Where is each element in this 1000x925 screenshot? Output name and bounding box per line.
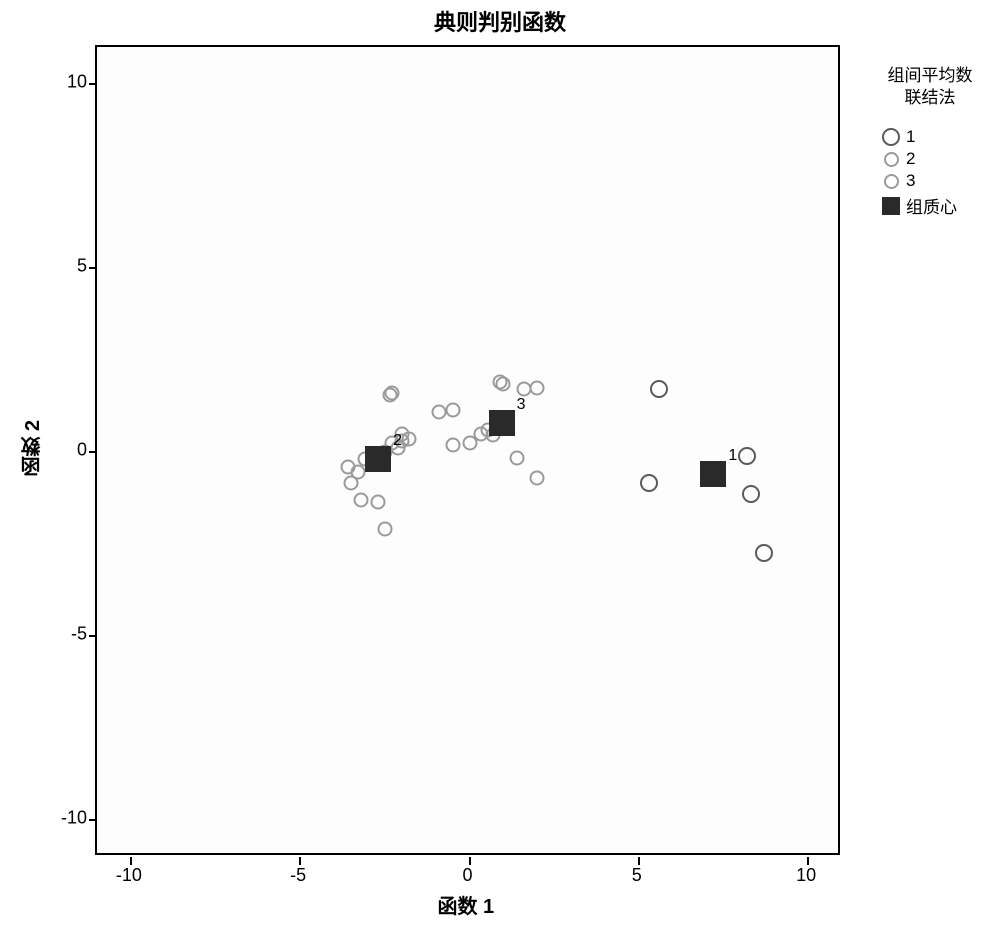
scatter-point-group3	[509, 450, 524, 465]
x-tick-mark	[469, 857, 471, 865]
scatter-point-group2	[377, 522, 392, 537]
square-icon	[882, 197, 900, 215]
legend-items: 123组质心	[870, 127, 990, 218]
legend-title-line2: 联结法	[870, 87, 990, 109]
legend-item: 1	[870, 127, 990, 147]
legend-title-line1: 组间平均数	[870, 65, 990, 87]
scatter-point-group3	[445, 402, 460, 417]
scatter-point-group3	[432, 404, 447, 419]
plot-area: 1 2 3	[95, 45, 840, 855]
y-tick-mark	[89, 267, 97, 269]
legend-label: 3	[906, 171, 915, 191]
x-tick-label: -10	[116, 865, 142, 886]
scatter-point-group3	[530, 470, 545, 485]
y-tick-label: 0	[57, 440, 87, 461]
centroid-marker	[365, 446, 391, 472]
x-axis-label: 函数 1	[438, 890, 495, 919]
scatter-point-group1	[640, 474, 658, 492]
centroid-label: 3	[517, 396, 526, 414]
legend-title: 组间平均数 联结法	[870, 65, 990, 109]
x-tick-label: 10	[796, 865, 816, 886]
scatter-point-group2	[371, 494, 386, 509]
x-tick-mark	[807, 857, 809, 865]
circle-icon	[882, 128, 900, 146]
legend: 组间平均数 联结法 123组质心	[870, 65, 990, 220]
scatter-point-group3	[445, 437, 460, 452]
centroid-marker	[700, 461, 726, 487]
legend-label: 1	[906, 127, 915, 147]
centroid-marker	[489, 410, 515, 436]
y-tick-mark	[89, 635, 97, 637]
y-tick-label: 5	[57, 255, 87, 276]
y-tick-mark	[89, 83, 97, 85]
x-tick-label: 5	[632, 865, 642, 886]
y-tick-label: -10	[57, 808, 87, 829]
legend-item: 3	[870, 171, 990, 191]
legend-item: 2	[870, 149, 990, 169]
centroid-label: 2	[393, 432, 402, 450]
scatter-point-group3	[530, 380, 545, 395]
x-tick-mark	[299, 857, 301, 865]
scatter-point-group3	[496, 376, 511, 391]
y-tick-label: 10	[57, 71, 87, 92]
scatter-point-group1	[742, 485, 760, 503]
scatter-point-group1	[738, 447, 756, 465]
scatter-point-group2	[343, 476, 358, 491]
x-tick-mark	[130, 857, 132, 865]
centroid-label: 1	[728, 447, 737, 465]
scatter-point-group2	[382, 387, 397, 402]
circle-icon	[882, 150, 900, 168]
x-tick-label: -5	[290, 865, 306, 886]
scatter-point-group2	[354, 492, 369, 507]
legend-label: 2	[906, 149, 915, 169]
y-axis-label: 函数 2	[18, 420, 47, 477]
y-tick-mark	[89, 819, 97, 821]
chart-title: 典则判别函数	[434, 5, 566, 37]
y-tick-mark	[89, 451, 97, 453]
y-tick-label: -5	[57, 624, 87, 645]
x-tick-label: 0	[462, 865, 472, 886]
scatter-point-group2	[340, 459, 355, 474]
circle-icon	[882, 172, 900, 190]
legend-item: 组质心	[870, 193, 990, 218]
legend-label: 组质心	[906, 193, 957, 218]
scatter-point-group1	[650, 380, 668, 398]
scatter-point-group1	[755, 544, 773, 562]
x-tick-mark	[638, 857, 640, 865]
chart-container: 典则判别函数 123 函数 2 函数 1 组间平均数 联结法 123组质心 -1…	[0, 0, 1000, 925]
